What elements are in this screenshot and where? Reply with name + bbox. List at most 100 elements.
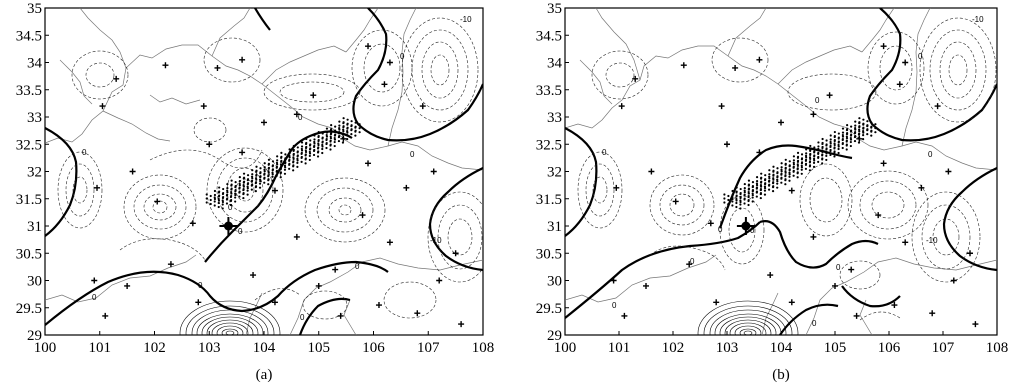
- data-dot: [242, 180, 246, 183]
- data-dot: [292, 169, 295, 172]
- station-marker: [621, 312, 628, 319]
- data-dot: [246, 174, 250, 177]
- data-dot: [259, 180, 262, 183]
- data-dot: [735, 201, 738, 205]
- data-dot: [230, 192, 233, 195]
- data-dot: [317, 143, 320, 147]
- station-marker: [91, 277, 98, 284]
- data-dot: [305, 145, 308, 149]
- data-dot: [329, 136, 333, 140]
- station-marker: [810, 233, 817, 240]
- y-tick-labels-a: 35 34.5 34 33.5 33 32.5 32 31.5 31 30.5 30 29.5 29: [16, 1, 49, 344]
- data-dot: [776, 175, 779, 178]
- data-dot: [846, 128, 849, 131]
- data-dot: [743, 193, 746, 196]
- data-dot: [768, 179, 771, 182]
- data-dot: [305, 137, 308, 141]
- contour-label: 0: [410, 150, 415, 159]
- data-dot: [271, 173, 274, 176]
- data-dot: [780, 166, 783, 169]
- data-dot: [279, 167, 283, 170]
- data-dot: [858, 125, 861, 128]
- data-dot: [283, 172, 287, 175]
- data-dot: [276, 159, 279, 162]
- y-tick-label: 34.5: [16, 28, 42, 44]
- data-dot: [874, 123, 877, 126]
- data-dot: [230, 194, 233, 198]
- data-dot: [338, 131, 341, 134]
- data-dot: [813, 154, 816, 157]
- data-dot: [841, 131, 845, 134]
- data-dot: [870, 134, 873, 137]
- data-dot: [338, 120, 341, 123]
- y-tick-label: 31: [27, 219, 42, 235]
- station-marker: [610, 277, 617, 284]
- data-dot: [760, 180, 763, 183]
- dense-contour-cluster-a: [179, 300, 281, 335]
- data-dot: [242, 172, 246, 175]
- station-marker: [613, 184, 620, 191]
- station-marker: [452, 250, 459, 257]
- data-dot: [759, 188, 763, 191]
- map-body-b: -10 0 0 0 0 0 0 0 0 0 -10 0: [565, 8, 997, 335]
- x-tick-label: 100: [34, 340, 57, 356]
- contour-labels-b: -10 0 0 0 0 0 0 0 0 0 -10 0: [602, 15, 984, 328]
- x-tick-label: 101: [608, 340, 631, 356]
- data-dot: [841, 135, 845, 138]
- data-dot: [221, 207, 224, 210]
- panel-caption-a: (a): [256, 367, 273, 383]
- data-dot: [743, 197, 746, 200]
- y-tick-label: 29: [547, 328, 562, 344]
- x-tick-label: 105: [824, 340, 847, 356]
- data-dot: [271, 179, 274, 182]
- data-dot: [764, 174, 767, 177]
- data-dot: [727, 194, 730, 198]
- data-dot: [308, 158, 311, 162]
- station-marker: [778, 119, 784, 126]
- data-dot: [833, 138, 836, 142]
- data-dot: [804, 158, 808, 161]
- data-dot: [330, 132, 333, 135]
- data-dot: [739, 191, 742, 195]
- data-dot: [784, 178, 787, 181]
- data-dot: [800, 166, 804, 169]
- data-dot: [317, 138, 320, 142]
- data-dot: [776, 182, 779, 185]
- data-dot: [772, 169, 775, 172]
- data-dot: [342, 117, 345, 120]
- data-dot: [858, 136, 861, 139]
- data-dot: [784, 158, 787, 161]
- data-dot: [230, 183, 233, 186]
- station-marker: [713, 299, 720, 306]
- station-marker: [239, 56, 246, 63]
- data-dot: [246, 189, 249, 192]
- data-dot: [213, 204, 216, 207]
- data-dot: [723, 197, 726, 200]
- data-dot: [246, 178, 250, 181]
- data-dot: [723, 193, 726, 196]
- data-dot: [226, 182, 229, 186]
- contour-label: 0: [812, 319, 817, 328]
- data-dot: [784, 166, 787, 169]
- data-dot: [870, 125, 873, 128]
- y-tick-label: 29: [27, 328, 42, 344]
- station-marker: [332, 266, 339, 273]
- data-dot: [800, 153, 804, 156]
- contour-label: 0: [92, 293, 97, 302]
- contour-label: 0: [836, 263, 841, 272]
- data-dot: [845, 148, 848, 151]
- data-dot: [346, 126, 349, 129]
- data-dot: [358, 123, 361, 126]
- data-dot: [849, 140, 852, 144]
- data-dot: [731, 204, 734, 207]
- data-dot: [845, 143, 848, 146]
- data-dot: [792, 159, 796, 162]
- data-dot: [796, 155, 800, 158]
- x-tick-label: 107: [417, 340, 440, 356]
- y-tick-labels-b: 35 34.5 34 33.5 33 32.5 32 31.5 31 30.5 30 29.5 29: [536, 1, 569, 344]
- data-dot: [808, 160, 812, 163]
- data-dot: [333, 144, 336, 148]
- data-dot: [258, 186, 262, 189]
- station-marker: [929, 310, 936, 317]
- data-dot: [821, 162, 824, 165]
